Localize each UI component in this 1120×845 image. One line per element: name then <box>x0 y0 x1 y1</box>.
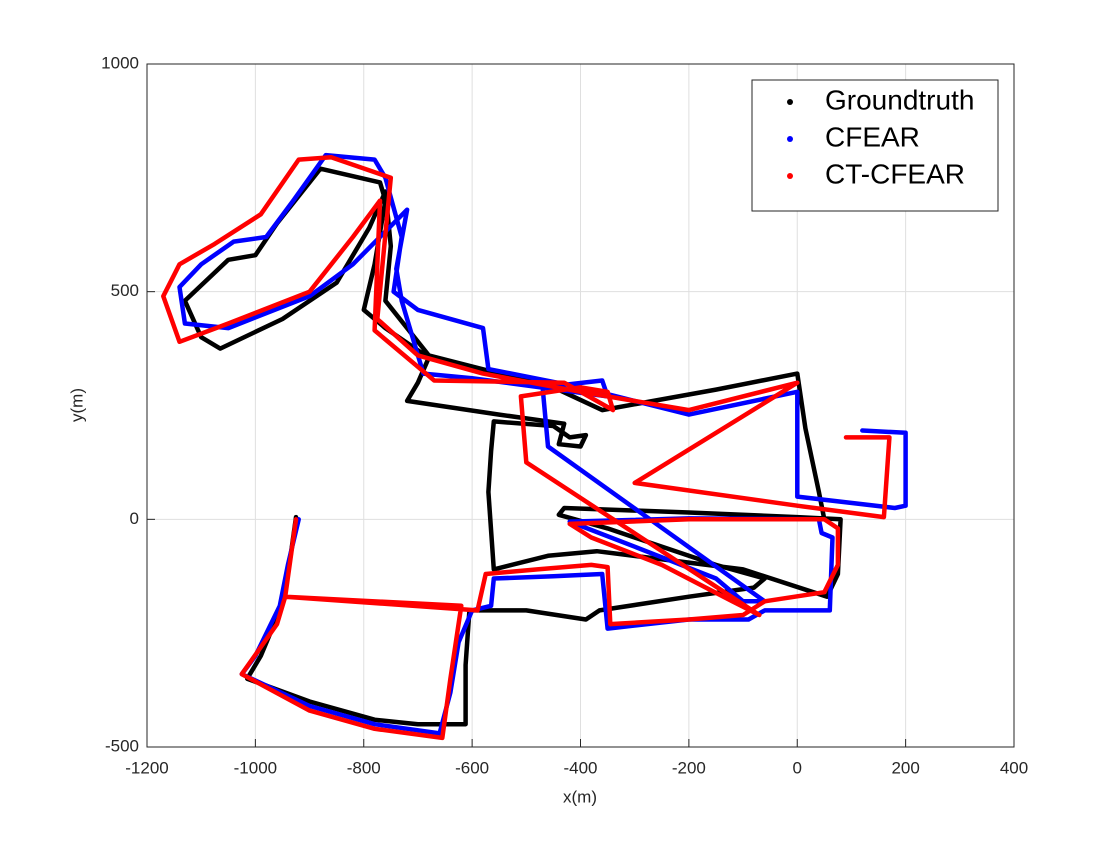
y-tick-label: -500 <box>105 736 139 755</box>
legend-marker <box>787 173 793 179</box>
x-tick-label: 400 <box>1000 758 1028 777</box>
plot-area <box>161 152 908 741</box>
x-tick-label: 0 <box>793 758 802 777</box>
x-tick-label: -400 <box>563 758 597 777</box>
y-tick-label: 500 <box>111 281 139 300</box>
x-tick-label: -200 <box>672 758 706 777</box>
legend-label: CFEAR <box>825 121 920 152</box>
x-tick-label: -1200 <box>125 758 168 777</box>
legend-box <box>751 79 999 212</box>
trajectory <box>182 166 843 727</box>
x-tick-label: 200 <box>891 758 919 777</box>
trajectory <box>161 155 892 741</box>
y-tick-label: 0 <box>130 509 139 528</box>
legend-marker <box>787 136 793 142</box>
legend-label: CT-CFEAR <box>825 158 965 189</box>
legend: Groundtruth CFEAR CT-CFEAR <box>751 79 999 212</box>
y-axis-label: y(m) <box>67 388 86 422</box>
x-tick-label: -1000 <box>234 758 277 777</box>
legend-marker <box>787 99 793 105</box>
legend-label: Groundtruth <box>825 84 974 115</box>
x-tick-label: -600 <box>455 758 489 777</box>
x-tick-label: -800 <box>347 758 381 777</box>
y-tick-label: 1000 <box>101 53 139 72</box>
x-axis-label: x(m) <box>563 787 597 806</box>
